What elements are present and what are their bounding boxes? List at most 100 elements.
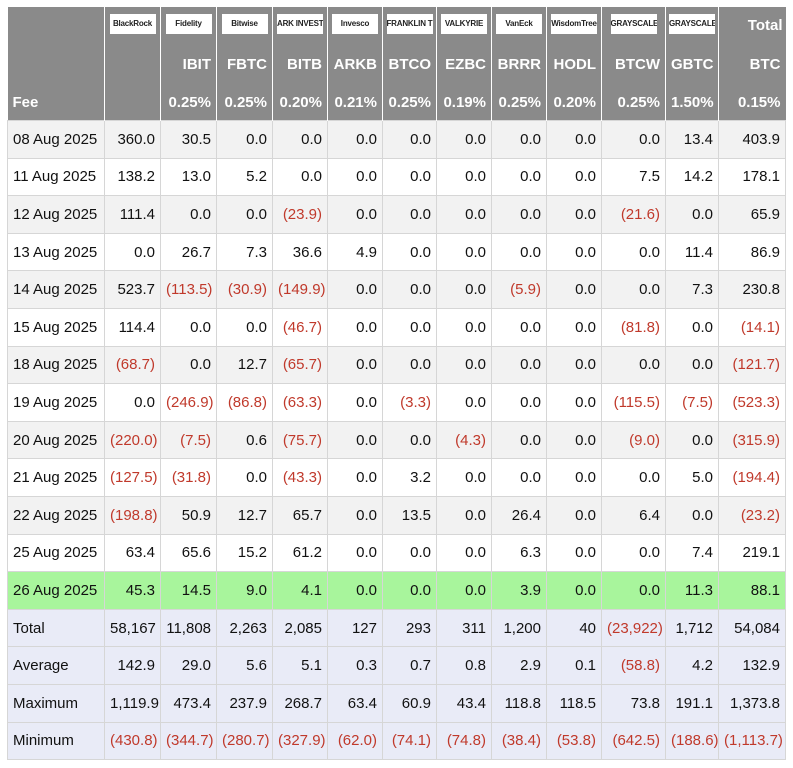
value-cell: 0.0 [601,458,666,497]
value-cell: 0.0 [327,270,383,309]
value-cell: (127.5) [104,458,161,497]
value-cell: 0.0 [436,120,492,159]
value-cell: 0.3 [327,646,383,685]
row-label: 22 Aug 2025 [7,495,105,535]
value-cell: 40 [546,608,602,648]
value-cell: 0.0 [665,195,719,234]
ticker: GBTC [665,44,719,84]
table-header: BlackRock Fidelity Bitwise ARK INVEST Invesc… [7,7,786,121]
value-cell: 237.9 [216,683,273,723]
fee: 0.15% [718,84,786,121]
value-cell: 0.0 [491,195,547,234]
row-label: 18 Aug 2025 [7,345,105,385]
row-label: 13 Aug 2025 [7,232,105,272]
value-cell: 0.0 [491,345,547,385]
value-cell: (74.8) [436,721,492,761]
value-cell: 73.8 [601,683,666,723]
ticker: EZBC [436,44,492,84]
value-cell: 0.0 [436,533,492,573]
value-cell: 30.5 [160,120,217,159]
value-cell: (58.8) [601,646,666,685]
value-cell: 0.0 [382,307,437,347]
issuer-logo: WisdomTree [551,13,597,34]
value-cell: 7.5 [601,157,666,197]
summary-row: Maximum 1,119.9 473.4 237.9 268.7 63.4 60.9 43.… [7,683,786,723]
value-cell: (523.3) [718,383,786,422]
blank [104,44,161,84]
value-cell: 12.7 [216,345,273,385]
value-cell: (327.9) [272,721,328,761]
value-cell: (315.9) [718,420,786,460]
issuer-logo: VALKYRIE [441,13,487,34]
row-label: Total [7,608,105,648]
value-cell: 138.2 [104,157,161,197]
value-cell: 14.5 [160,571,217,610]
value-cell: 523.7 [104,270,161,309]
issuer-logo: VanEck [496,13,542,34]
value-cell: 0.0 [491,157,547,197]
issuer-cell: ARK INVEST [272,7,328,44]
value-cell: 5.2 [216,157,273,197]
value-cell: 0.0 [436,383,492,422]
value-cell: 0.6 [216,420,273,460]
ticker: BRRR [491,44,547,84]
data-row: 12 Aug 2025 111.4 0.0 0.0 (23.9) 0.0 0.0 0.0 0.0… [7,195,786,234]
value-cell: 0.8 [436,646,492,685]
value-cell: 5.0 [665,458,719,497]
value-cell: (246.9) [160,383,217,422]
value-cell: 0.0 [160,307,217,347]
issuer-cell: VALKYRIE [436,7,492,44]
value-cell: (149.9) [272,270,328,309]
table-body: 08 Aug 2025 360.0 30.5 0.0 0.0 0.0 0.0 0.0 0.0 0.… [7,120,786,761]
value-cell: 43.4 [436,683,492,723]
blank [104,84,161,121]
value-cell: 142.9 [104,646,161,685]
value-cell: 0.0 [601,270,666,309]
value-cell: 13.4 [665,120,719,159]
value-cell: 0.0 [382,345,437,385]
value-cell: (30.9) [216,270,273,309]
value-cell: 0.0 [436,270,492,309]
value-cell: 26.7 [160,232,217,272]
issuer-logo: BlackRock [109,13,156,34]
issuer-cell: Fidelity [160,7,217,44]
value-cell: 0.0 [491,120,547,159]
value-cell: 0.0 [382,232,437,272]
value-cell: 0.0 [216,458,273,497]
data-row: 08 Aug 2025 360.0 30.5 0.0 0.0 0.0 0.0 0.0 0.0 0.… [7,120,786,159]
value-cell: 0.0 [382,533,437,573]
issuer-cell: Bitwise [216,7,273,44]
value-cell: 360.0 [104,120,161,159]
value-cell: 0.0 [216,195,273,234]
row-label: Maximum [7,683,105,723]
value-cell: 45.3 [104,571,161,610]
value-cell: (344.7) [160,721,217,761]
value-cell: 0.0 [546,420,602,460]
issuer-logo: GRAYSCALE [669,13,715,34]
value-cell: 118.8 [491,683,547,723]
value-cell: (68.7) [104,345,161,385]
value-cell: 1,373.8 [718,683,786,723]
value-cell: 0.0 [665,307,719,347]
value-cell: 0.0 [272,157,328,197]
value-cell: 0.0 [601,533,666,573]
row-label: 08 Aug 2025 [7,120,105,159]
value-cell: (23.2) [718,495,786,535]
value-cell: 6.4 [601,495,666,535]
value-cell: 65.7 [272,495,328,535]
issuer-cell: Invesco [327,7,383,44]
ticker-row: IBIT FBTC BITB ARKB BTCO EZBC BRRR HODL BTCW GBTC… [7,44,786,84]
issuer-logo: Fidelity [165,13,212,34]
data-row: 20 Aug 2025 (220.0) (7.5) 0.6 (75.7) 0.0 0.0 (4… [7,420,786,460]
value-cell: 4.2 [665,646,719,685]
blank [7,7,105,44]
value-cell: 2,263 [216,608,273,648]
value-cell: 7.3 [216,232,273,272]
value-cell: 0.0 [546,383,602,422]
value-cell: 1,200 [491,608,547,648]
value-cell: (75.7) [272,420,328,460]
value-cell: 0.0 [546,345,602,385]
value-cell: 0.0 [491,383,547,422]
fee: 0.25% [160,84,217,121]
value-cell: 0.0 [546,458,602,497]
